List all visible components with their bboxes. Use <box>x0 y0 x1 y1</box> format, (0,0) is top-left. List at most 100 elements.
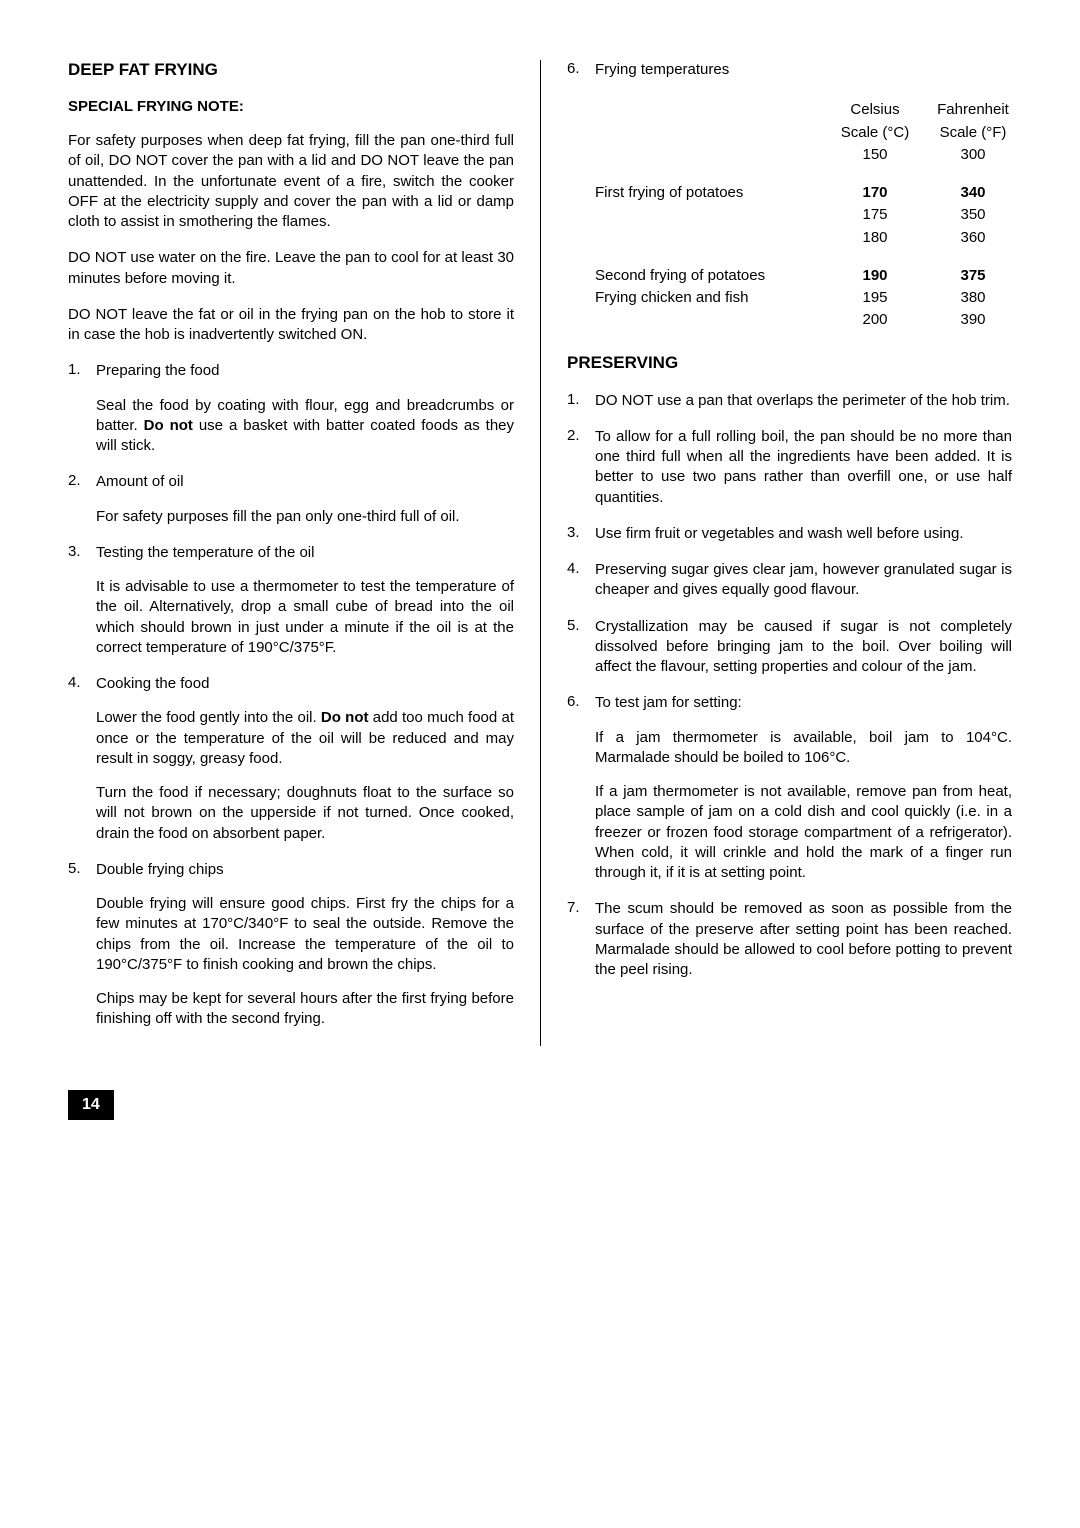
item-number: 6. <box>567 60 595 84</box>
paragraph: For safety purposes fill the pan only on… <box>96 507 514 527</box>
paragraph: Chips may be kept for several hours afte… <box>96 989 514 1030</box>
table-cell: 180 <box>836 228 914 248</box>
item-number: 3. <box>68 543 96 658</box>
paragraph: For safety purposes when deep fat frying… <box>68 131 514 232</box>
paragraph: To allow for a full rolling boil, the pa… <box>595 427 1012 508</box>
list-item: 5.Double frying chips Double frying will … <box>68 860 514 1030</box>
document-page: DEEP FAT FRYING SPECIAL FRYING NOTE: For… <box>0 0 1080 1160</box>
table-cell: 170 <box>836 183 914 203</box>
frying-temperature-table: Celsius Fahrenheit Scale (°C) Scale (°F)… <box>595 100 1012 330</box>
item-number: 4. <box>567 560 595 601</box>
table-cell: 350 <box>934 205 1012 225</box>
subhead-special-note: SPECIAL FRYING NOTE: <box>68 98 514 115</box>
item-number: 1. <box>68 361 96 456</box>
list-item: 5.Crystallization may be caused if sugar… <box>567 617 1012 678</box>
list-item: 3.Testing the temperature of the oil It i… <box>68 543 514 658</box>
paragraph: Double frying will ensure good chips. Fi… <box>96 894 514 975</box>
list-item: 1.DO NOT use a pan that overlaps the per… <box>567 391 1012 411</box>
paragraph: Seal the food by coating with flour, egg… <box>96 396 514 457</box>
table-header-fahrenheit-scale: Scale (°F) <box>934 123 1012 143</box>
table-header-celsius-scale: Scale (°C) <box>836 123 914 143</box>
item-body: Use firm fruit or vegetables and wash we… <box>595 524 1012 544</box>
item-lead: Double frying chips <box>96 860 514 880</box>
list-item: 1.Preparing the food Seal the food by coa… <box>68 361 514 456</box>
ordered-list-frying-continued: 6. Frying temperatures <box>567 60 1012 84</box>
page-number: 14 <box>68 1090 114 1120</box>
item-lead: Testing the temperature of the oil <box>96 543 514 563</box>
table-cell: 375 <box>934 266 1012 286</box>
ordered-list-preserving: 1.DO NOT use a pan that overlaps the per… <box>567 391 1012 981</box>
item-number: 2. <box>567 427 595 508</box>
list-item: 6.To test jam for setting: If a jam therm… <box>567 693 1012 883</box>
item-body: Amount of oil For safety purposes fill th… <box>96 472 514 527</box>
list-item: 3.Use firm fruit or vegetables and wash … <box>567 524 1012 544</box>
item-body: Cooking the food Lower the food gently in… <box>96 674 514 844</box>
right-column: 6. Frying temperatures Celsius Fahrenhei… <box>540 60 1012 1046</box>
list-item: 2.Amount of oil For safety purposes fill … <box>68 472 514 527</box>
paragraph: Use firm fruit or vegetables and wash we… <box>595 524 1012 544</box>
table-cell: 150 <box>836 145 914 165</box>
paragraph: The scum should be removed as soon as po… <box>595 899 1012 980</box>
item-lead: Preparing the food <box>96 361 514 381</box>
table-cell: 360 <box>934 228 1012 248</box>
paragraph: If a jam thermometer is available, boil … <box>595 728 1012 769</box>
paragraph: DO NOT use a pan that overlaps the perim… <box>595 391 1012 411</box>
paragraph: It is advisable to use a thermometer to … <box>96 577 514 658</box>
list-item: 2.To allow for a full rolling boil, the … <box>567 427 1012 508</box>
item-number: 1. <box>567 391 595 411</box>
paragraph: If a jam thermometer is not available, r… <box>595 782 1012 883</box>
list-item: 4.Cooking the food Lower the food gently … <box>68 674 514 844</box>
table-cell: 380 <box>934 288 1012 308</box>
table-header-fahrenheit: Fahrenheit <box>934 100 1012 120</box>
table-row-label: Frying chicken and fish <box>595 288 816 308</box>
table-row-label <box>595 228 816 248</box>
item-number: 2. <box>68 472 96 527</box>
paragraph: Preserving sugar gives clear jam, howeve… <box>595 560 1012 601</box>
left-column: DEEP FAT FRYING SPECIAL FRYING NOTE: For… <box>68 60 540 1046</box>
table-header-celsius: Celsius <box>836 100 914 120</box>
item-lead: Frying temperatures <box>595 60 1012 80</box>
table-cell: 195 <box>836 288 914 308</box>
two-column-layout: DEEP FAT FRYING SPECIAL FRYING NOTE: For… <box>68 60 1012 1046</box>
paragraph: Lower the food gently into the oil. Do n… <box>96 708 514 769</box>
item-body: To allow for a full rolling boil, the pa… <box>595 427 1012 508</box>
item-body: Crystallization may be caused if sugar i… <box>595 617 1012 678</box>
item-body: Preserving sugar gives clear jam, howeve… <box>595 560 1012 601</box>
paragraph: Turn the food if necessary; doughnuts fl… <box>96 783 514 844</box>
table-cell: 340 <box>934 183 1012 203</box>
list-item: 6. Frying temperatures <box>567 60 1012 84</box>
list-item: 4.Preserving sugar gives clear jam, howe… <box>567 560 1012 601</box>
item-lead: Amount of oil <box>96 472 514 492</box>
item-number: 5. <box>68 860 96 1030</box>
item-body: Double frying chips Double frying will en… <box>96 860 514 1030</box>
item-lead: Cooking the food <box>96 674 514 694</box>
item-number: 4. <box>68 674 96 844</box>
table-row-label <box>595 310 816 330</box>
item-number: 6. <box>567 693 595 883</box>
heading-deep-fat-frying: DEEP FAT FRYING <box>68 60 514 80</box>
list-item: 7.The scum should be removed as soon as … <box>567 899 1012 980</box>
item-body: Frying temperatures <box>595 60 1012 84</box>
table-cell: 190 <box>836 266 914 286</box>
heading-preserving: PRESERVING <box>567 353 1012 373</box>
paragraph: Crystallization may be caused if sugar i… <box>595 617 1012 678</box>
item-body: DO NOT use a pan that overlaps the perim… <box>595 391 1012 411</box>
table-cell: 200 <box>836 310 914 330</box>
table-cell: 300 <box>934 145 1012 165</box>
item-number: 3. <box>567 524 595 544</box>
item-number: 5. <box>567 617 595 678</box>
table-row-label: Second frying of potatoes <box>595 266 816 286</box>
item-body: To test jam for setting: If a jam thermom… <box>595 693 1012 883</box>
table-row-label: First frying of potatoes <box>595 183 816 203</box>
table-row-label <box>595 205 816 225</box>
table-cell: 175 <box>836 205 914 225</box>
paragraph: DO NOT use water on the fire. Leave the … <box>68 248 514 289</box>
item-body: Preparing the food Seal the food by coati… <box>96 361 514 456</box>
item-body: The scum should be removed as soon as po… <box>595 899 1012 980</box>
item-body: Testing the temperature of the oil It is … <box>96 543 514 658</box>
item-lead: To test jam for setting: <box>595 693 1012 713</box>
item-number: 7. <box>567 899 595 980</box>
paragraph: DO NOT leave the fat or oil in the fryin… <box>68 305 514 346</box>
ordered-list-frying: 1.Preparing the food Seal the food by coa… <box>68 361 514 1029</box>
table-cell: 390 <box>934 310 1012 330</box>
